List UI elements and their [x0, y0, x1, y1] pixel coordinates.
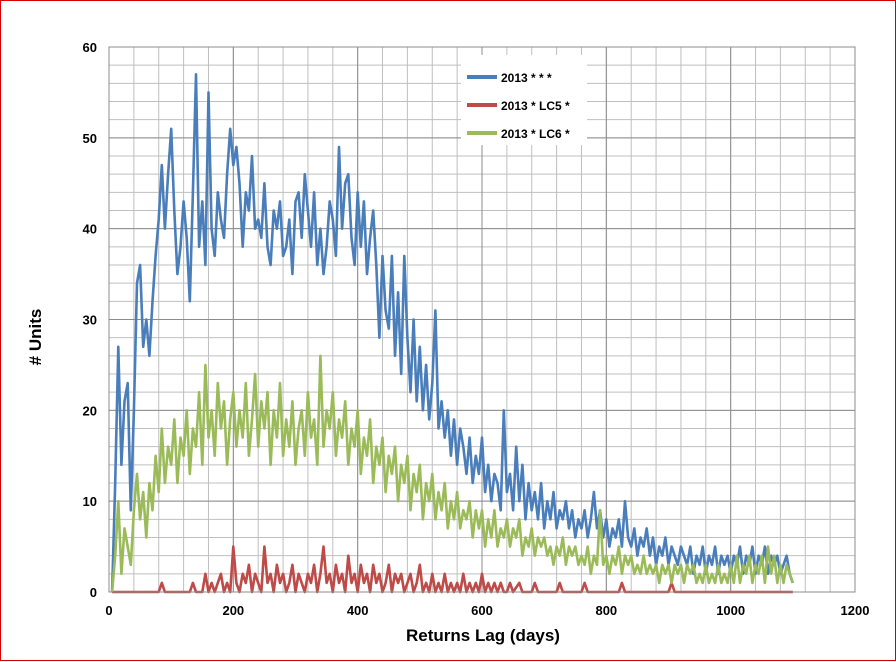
y-tick-label: 10 [83, 494, 97, 509]
y-tick-label: 20 [83, 403, 97, 418]
axes: 0 200 400 600 800 1000 1200 0 10 20 30 40 50 60 [83, 40, 870, 618]
series-line-1 [110, 73, 795, 593]
legend-box [461, 55, 587, 145]
y-axis-title: # Units [26, 309, 45, 366]
y-tick-label: 40 [83, 222, 97, 237]
x-tick-label: 800 [595, 603, 617, 618]
y-tick-label: 0 [90, 585, 97, 600]
legend-label-3: 2013 * LC6 * [501, 127, 570, 141]
y-tick-label: 30 [83, 313, 97, 328]
legend-label-2: 2013 * LC5 * [501, 99, 570, 113]
x-tick-label: 0 [105, 603, 112, 618]
x-axis-title: Returns Lag (days) [406, 626, 560, 645]
legend: 2013 * * * 2013 * LC5 * 2013 * LC6 * [461, 55, 587, 145]
x-tick-label: 1200 [841, 603, 870, 618]
x-tick-label: 600 [471, 603, 493, 618]
series-line-3 [110, 354, 795, 593]
plot-border [108, 46, 856, 593]
y-tick-label: 50 [83, 131, 97, 146]
y-tick-label: 60 [83, 40, 97, 55]
legend-label-1: 2013 * * * [501, 71, 552, 85]
x-tick-label: 1000 [716, 603, 745, 618]
x-tick-label: 200 [222, 603, 244, 618]
x-tick-label: 400 [347, 603, 369, 618]
